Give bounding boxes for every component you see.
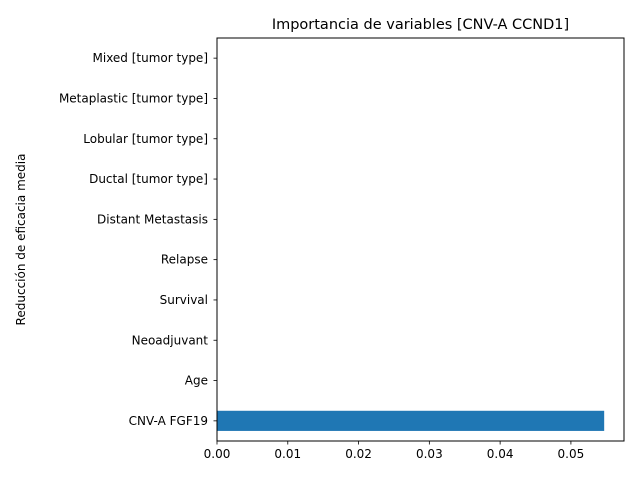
x-tick-label: 0.01 bbox=[274, 447, 301, 461]
bar-cnv-a-fgf19 bbox=[217, 410, 605, 431]
y-tick-label: Mixed [tumor type] bbox=[93, 51, 209, 65]
bars-group bbox=[217, 410, 605, 431]
y-tick-label: Neoadjuvant bbox=[132, 333, 209, 347]
y-tick-label: Age bbox=[185, 374, 208, 388]
x-tick-label: 0.04 bbox=[487, 447, 514, 461]
y-tick-label: Relapse bbox=[161, 253, 208, 267]
plot-frame bbox=[216, 37, 625, 442]
y-tick-label: Metaplastic [tumor type] bbox=[59, 91, 208, 105]
y-tick-labels: CNV-A FGF19 Age Neoadjuvant Survival Relapse… bbox=[59, 51, 217, 428]
y-tick-label: Ductal [tumor type] bbox=[89, 172, 208, 186]
y-tick-label: CNV-A FGF19 bbox=[129, 414, 208, 428]
y-tick-label: Survival bbox=[160, 293, 208, 307]
x-tick-label: 0.05 bbox=[558, 447, 585, 461]
chart-title: Importancia de variables [CNV-A CCND1] bbox=[272, 17, 569, 33]
x-ticks: 0.00 0.01 0.02 0.03 0.04 0.05 bbox=[204, 441, 585, 461]
y-tick-label: Distant Metastasis bbox=[97, 212, 208, 226]
y-tick-label: Lobular [tumor type] bbox=[83, 132, 208, 146]
x-tick-label: 0.00 bbox=[204, 447, 231, 461]
x-tick-label: 0.02 bbox=[345, 447, 372, 461]
y-axis-label: Reducción de eficacia media bbox=[14, 154, 28, 326]
x-tick-label: 0.03 bbox=[416, 447, 443, 461]
